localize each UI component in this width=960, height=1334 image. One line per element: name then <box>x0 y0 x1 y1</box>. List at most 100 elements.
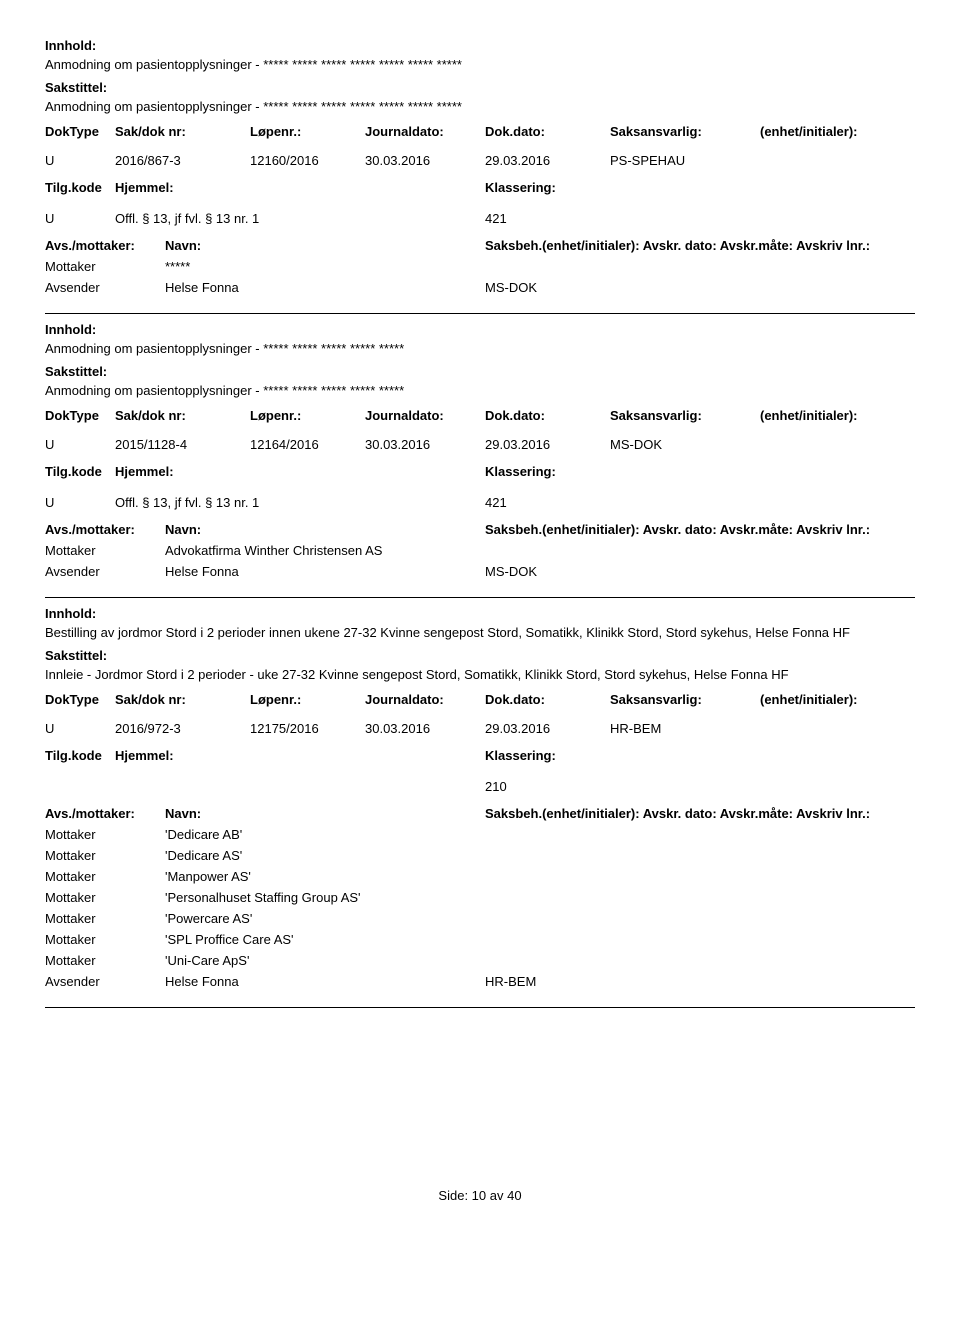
enhet-header: (enhet/initialer): <box>760 408 910 423</box>
avs-mottaker-header: Avs./mottaker: <box>45 238 165 253</box>
party-role: Avsender <box>45 280 165 295</box>
tilgkode-header: Tilg.kode <box>45 180 115 195</box>
party-role: Avsender <box>45 564 165 579</box>
sakstittel-label: Sakstittel: <box>45 648 915 663</box>
party-unit <box>485 890 635 905</box>
party-row: Mottaker***** <box>45 259 915 274</box>
party-role: Mottaker <box>45 932 165 947</box>
lopenr-value: 12160/2016 <box>250 153 365 168</box>
journaldato-value: 30.03.2016 <box>365 153 485 168</box>
klassering-header: Klassering: <box>485 748 685 763</box>
doktype-value: U <box>45 437 115 452</box>
record-columns-header: DokTypeSak/dok nr:Løpenr.:Journaldato:Do… <box>45 124 915 139</box>
party-row: AvsenderHelse FonnaMS-DOK <box>45 564 915 579</box>
page-total: 40 <box>507 1188 521 1203</box>
party-row: Mottaker'Dedicare AB' <box>45 827 915 842</box>
page-number: 10 <box>472 1188 486 1203</box>
party-unit <box>485 932 635 947</box>
party-unit <box>485 953 635 968</box>
dokdato-header: Dok.dato: <box>485 124 610 139</box>
side-label: Side: <box>438 1188 471 1203</box>
klassering-value: 210 <box>485 779 685 794</box>
innhold-text: Bestilling av jordmor Stord i 2 perioder… <box>45 625 915 640</box>
party-row: Mottaker'Personalhuset Staffing Group AS… <box>45 890 915 905</box>
party-header-row: Avs./mottaker:Navn:Saksbeh.(enhet/initia… <box>45 806 915 821</box>
doktype-header: DokType <box>45 408 115 423</box>
tilgkode-value: U <box>45 211 115 226</box>
party-name: Helse Fonna <box>165 564 485 579</box>
sakstittel-label: Sakstittel: <box>45 364 915 379</box>
dokdato-header: Dok.dato: <box>485 408 610 423</box>
tilgkode-value: U <box>45 495 115 510</box>
party-role: Mottaker <box>45 259 165 274</box>
party-row: MottakerAdvokatfirma Winther Christensen… <box>45 543 915 558</box>
journal-record: Innhold:Anmodning om pasientopplysninger… <box>45 322 915 598</box>
party-header-row: Avs./mottaker:Navn:Saksbeh.(enhet/initia… <box>45 522 915 537</box>
hjemmel-header: Hjemmel: <box>115 464 485 479</box>
dokdato-value: 29.03.2016 <box>485 437 610 452</box>
saksansvarlig-header: Saksansvarlig: <box>610 408 760 423</box>
hjemmel-value: Offl. § 13, jf fvl. § 13 nr. 1 <box>115 495 485 510</box>
party-unit <box>485 543 635 558</box>
journaldato-header: Journaldato: <box>365 692 485 707</box>
saksansvarlig-value: HR-BEM <box>610 721 760 736</box>
sakdoknr-value: 2016/972-3 <box>115 721 250 736</box>
enhet-value <box>760 153 910 168</box>
hjemmel-value <box>115 779 485 794</box>
party-name: ***** <box>165 259 485 274</box>
party-row: Mottaker'Manpower AS' <box>45 869 915 884</box>
sakstittel-text: Innleie - Jordmor Stord i 2 perioder - u… <box>45 667 915 682</box>
saksansvarlig-value: PS-SPEHAU <box>610 153 760 168</box>
sakstittel-text: Anmodning om pasientopplysninger - *****… <box>45 99 915 114</box>
party-unit <box>485 869 635 884</box>
party-name: 'Manpower AS' <box>165 869 485 884</box>
record-columns-values: U2015/1128-412164/201630.03.201629.03.20… <box>45 433 915 452</box>
party-name: 'Dedicare AS' <box>165 848 485 863</box>
doktype-value: U <box>45 153 115 168</box>
tilg-value-row: UOffl. § 13, jf fvl. § 13 nr. 1421 <box>45 491 915 510</box>
party-name: 'Dedicare AB' <box>165 827 485 842</box>
tilg-value-row: UOffl. § 13, jf fvl. § 13 nr. 1421 <box>45 207 915 226</box>
journal-record: Innhold:Bestilling av jordmor Stord i 2 … <box>45 606 915 1008</box>
party-role: Mottaker <box>45 827 165 842</box>
sakstittel-label: Sakstittel: <box>45 80 915 95</box>
enhet-value <box>760 721 910 736</box>
party-role: Avsender <box>45 974 165 989</box>
doktype-header: DokType <box>45 124 115 139</box>
klassering-value: 421 <box>485 211 685 226</box>
navn-header: Navn: <box>165 522 485 537</box>
hjemmel-header: Hjemmel: <box>115 180 485 195</box>
tilg-header-row: Tilg.kodeHjemmel:Klassering: <box>45 180 915 195</box>
party-name: 'Powercare AS' <box>165 911 485 926</box>
enhet-value <box>760 437 910 452</box>
sakdoknr-header: Sak/dok nr: <box>115 124 250 139</box>
party-row: AvsenderHelse FonnaMS-DOK <box>45 280 915 295</box>
enhet-header: (enhet/initialer): <box>760 124 910 139</box>
party-role: Mottaker <box>45 953 165 968</box>
party-unit: MS-DOK <box>485 280 635 295</box>
party-name: 'Uni-Care ApS' <box>165 953 485 968</box>
party-unit: MS-DOK <box>485 564 635 579</box>
party-unit <box>485 259 635 274</box>
innhold-label: Innhold: <box>45 38 915 53</box>
innhold-text: Anmodning om pasientopplysninger - *****… <box>45 341 915 356</box>
party-role: Mottaker <box>45 869 165 884</box>
record-columns-values: U2016/972-312175/201630.03.201629.03.201… <box>45 717 915 736</box>
hjemmel-value: Offl. § 13, jf fvl. § 13 nr. 1 <box>115 211 485 226</box>
sakstittel-text: Anmodning om pasientopplysninger - *****… <box>45 383 915 398</box>
av-label: av <box>486 1188 507 1203</box>
saksbeh-header: Saksbeh.(enhet/initialer): Avskr. dato: … <box>485 522 915 537</box>
journaldato-value: 30.03.2016 <box>365 437 485 452</box>
journal-record: Innhold: Anmodning om pasientopplysninger… <box>45 38 915 314</box>
party-role: Mottaker <box>45 911 165 926</box>
tilgkode-header: Tilg.kode <box>45 748 115 763</box>
party-name: 'SPL Proffice Care AS' <box>165 932 485 947</box>
journaldato-header: Journaldato: <box>365 124 485 139</box>
saksansvarlig-header: Saksansvarlig: <box>610 124 760 139</box>
tilgkode-value <box>45 779 115 794</box>
lopenr-value: 12175/2016 <box>250 721 365 736</box>
innhold-text: Anmodning om pasientopplysninger - *****… <box>45 57 915 72</box>
lopenr-header: Løpenr.: <box>250 692 365 707</box>
record-columns-values: U2016/867-312160/201630.03.201629.03.201… <box>45 149 915 168</box>
lopenr-header: Løpenr.: <box>250 408 365 423</box>
